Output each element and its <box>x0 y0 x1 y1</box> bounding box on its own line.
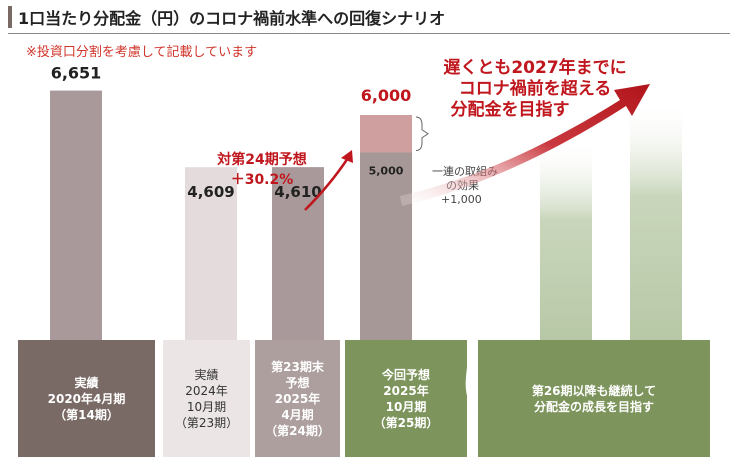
data-label-3: 4,610 <box>274 183 321 201</box>
bar-1 <box>50 90 102 341</box>
category-label-2: 実績 2024年 10月期 （第23期） <box>163 367 250 431</box>
header: 1口当たり分配金（円）のコロナ禍前水準への回復シナリオ <box>0 0 736 36</box>
category-box-5 <box>478 340 710 457</box>
category-label-line: 実績 <box>194 367 219 382</box>
category-label-line: （第23期） <box>174 415 239 430</box>
category-box-4 <box>345 340 467 457</box>
category-label-line: 10月期 <box>186 399 227 414</box>
category-box-1 <box>18 340 155 457</box>
page-subtitle: ※投資口分割を考慮して記載しています <box>26 45 258 60</box>
category-label-line: 2024年 <box>185 383 228 398</box>
data-label-5: 6,000 <box>361 86 412 105</box>
category-label-line: 第26期以降も継続して <box>531 383 657 398</box>
bar-future-1 <box>540 140 592 340</box>
category-label-5: 第26期以降も継続して 分配金の成長を目指す <box>478 383 710 415</box>
category-label-line: 2025年 <box>274 391 321 406</box>
goal-arrow <box>400 84 650 206</box>
growth-arrow-head <box>341 150 353 163</box>
bar-effect-4 <box>360 115 412 153</box>
category-label-line: 第23期末 <box>271 359 324 374</box>
title-underline <box>8 33 730 34</box>
category-label-line: （第14期） <box>54 407 119 422</box>
effect-bracket <box>415 116 429 151</box>
title-accent-bar <box>8 6 12 28</box>
bar-future-2 <box>630 100 682 340</box>
category-label-3: 第23期末 予想 2025年 4月期 （第24期） <box>255 359 340 439</box>
axis-break-mark <box>465 337 479 462</box>
category-label-line: 2020年4月期 <box>47 391 126 406</box>
goal-label-2: コロナ禍前を超える <box>459 78 612 99</box>
category-label-line: 10月期 <box>385 399 427 414</box>
page-title: 1口当たり分配金（円）のコロナ禍前水準への回復シナリオ <box>18 9 446 28</box>
bar-3 <box>272 167 324 340</box>
data-label-2: 4,609 <box>187 183 234 201</box>
category-label-line: 予想 <box>285 375 310 390</box>
category-label-line: 分配金の成長を目指す <box>533 399 654 414</box>
goal-label-1: 遅くとも2027年までに <box>443 57 626 78</box>
category-label-line: 2025年 <box>383 383 429 398</box>
data-label-1: 6,651 <box>51 64 102 83</box>
category-label-line: （第24期） <box>265 423 330 438</box>
category-box-3 <box>255 340 340 457</box>
category-label-line: 実績 <box>74 375 99 390</box>
category-box-2 <box>163 340 250 457</box>
growth-label-1: 対第24期予想 <box>216 151 306 168</box>
category-label-4: 今回予想 2025年 10月期 （第25期） <box>345 367 467 431</box>
category-label-line: （第25期） <box>373 415 439 430</box>
growth-label-2: ＋30.2% <box>231 172 294 188</box>
effect-label-3: +1,000 <box>441 193 482 206</box>
category-label-line: 4月期 <box>281 407 314 422</box>
goal-label-3: 分配金を目指す <box>451 99 570 120</box>
category-label-1: 実績 2020年4月期 （第14期） <box>18 375 155 423</box>
bar-2 <box>185 167 237 340</box>
category-label-line: 今回予想 <box>381 367 430 382</box>
growth-arrow-line <box>304 157 350 211</box>
data-label-4: 5,000 <box>369 165 404 178</box>
bar-4 <box>360 152 412 340</box>
